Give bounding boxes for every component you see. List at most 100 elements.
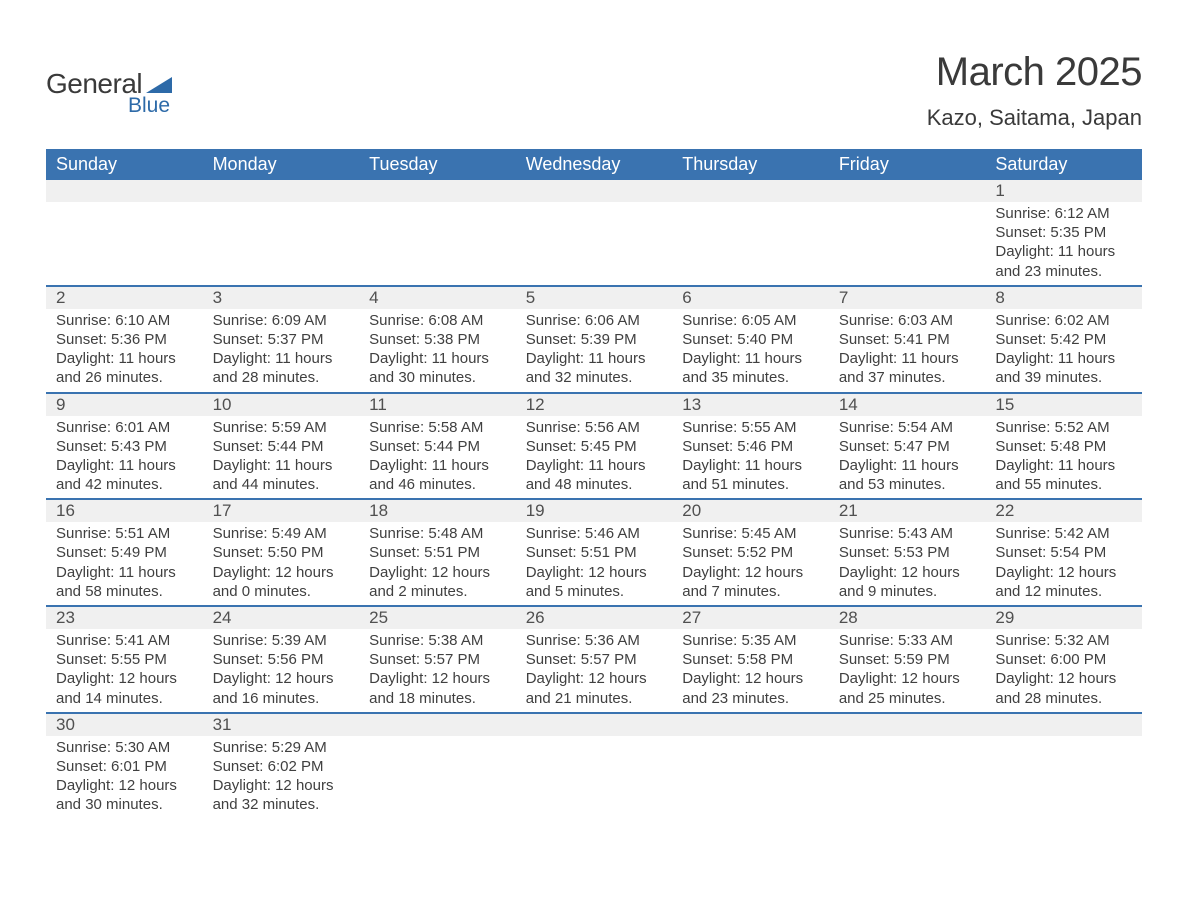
calendar-day-cell: 15Sunrise: 5:52 AMSunset: 5:48 PMDayligh… xyxy=(985,393,1142,500)
weekday-header-row: SundayMondayTuesdayWednesdayThursdayFrid… xyxy=(46,149,1142,180)
day-number: 7 xyxy=(829,287,986,309)
calendar-day-cell: 29Sunrise: 5:32 AMSunset: 6:00 PMDayligh… xyxy=(985,606,1142,713)
calendar-week-row: 9Sunrise: 6:01 AMSunset: 5:43 PMDaylight… xyxy=(46,393,1142,500)
day-number: 12 xyxy=(516,394,673,416)
calendar-week-row: 30Sunrise: 5:30 AMSunset: 6:01 PMDayligh… xyxy=(46,713,1142,819)
weekday-header: Sunday xyxy=(46,149,203,180)
day-number: 15 xyxy=(985,394,1142,416)
day-number: 27 xyxy=(672,607,829,629)
day-number: 5 xyxy=(516,287,673,309)
day-details: Sunrise: 5:38 AMSunset: 5:57 PMDaylight:… xyxy=(359,629,516,712)
calendar-day-cell: 24Sunrise: 5:39 AMSunset: 5:56 PMDayligh… xyxy=(203,606,360,713)
day-number: 19 xyxy=(516,500,673,522)
day-number xyxy=(672,180,829,202)
calendar-day-cell: 22Sunrise: 5:42 AMSunset: 5:54 PMDayligh… xyxy=(985,499,1142,606)
day-number xyxy=(672,714,829,736)
calendar-day-cell: 30Sunrise: 5:30 AMSunset: 6:01 PMDayligh… xyxy=(46,713,203,819)
calendar-day-cell: 26Sunrise: 5:36 AMSunset: 5:57 PMDayligh… xyxy=(516,606,673,713)
day-details: Sunrise: 5:59 AMSunset: 5:44 PMDaylight:… xyxy=(203,416,360,499)
calendar-empty-cell xyxy=(985,713,1142,819)
calendar-week-row: 16Sunrise: 5:51 AMSunset: 5:49 PMDayligh… xyxy=(46,499,1142,606)
day-details: Sunrise: 5:52 AMSunset: 5:48 PMDaylight:… xyxy=(985,416,1142,499)
calendar-empty-cell xyxy=(672,713,829,819)
calendar-body: 1Sunrise: 6:12 AMSunset: 5:35 PMDaylight… xyxy=(46,180,1142,819)
day-details: Sunrise: 6:03 AMSunset: 5:41 PMDaylight:… xyxy=(829,309,986,392)
day-details: Sunrise: 6:09 AMSunset: 5:37 PMDaylight:… xyxy=(203,309,360,392)
page-title: March 2025 xyxy=(927,50,1142,95)
logo-shape-icon xyxy=(146,75,172,93)
day-number: 14 xyxy=(829,394,986,416)
calendar-day-cell: 3Sunrise: 6:09 AMSunset: 5:37 PMDaylight… xyxy=(203,286,360,393)
day-number: 18 xyxy=(359,500,516,522)
day-number: 10 xyxy=(203,394,360,416)
calendar-day-cell: 6Sunrise: 6:05 AMSunset: 5:40 PMDaylight… xyxy=(672,286,829,393)
weekday-header: Saturday xyxy=(985,149,1142,180)
calendar-empty-cell xyxy=(829,180,986,286)
weekday-header: Monday xyxy=(203,149,360,180)
day-details: Sunrise: 5:45 AMSunset: 5:52 PMDaylight:… xyxy=(672,522,829,605)
day-details: Sunrise: 5:33 AMSunset: 5:59 PMDaylight:… xyxy=(829,629,986,712)
calendar-day-cell: 28Sunrise: 5:33 AMSunset: 5:59 PMDayligh… xyxy=(829,606,986,713)
calendar-day-cell: 31Sunrise: 5:29 AMSunset: 6:02 PMDayligh… xyxy=(203,713,360,819)
calendar-week-row: 2Sunrise: 6:10 AMSunset: 5:36 PMDaylight… xyxy=(46,286,1142,393)
day-details: Sunrise: 6:06 AMSunset: 5:39 PMDaylight:… xyxy=(516,309,673,392)
calendar-day-cell: 18Sunrise: 5:48 AMSunset: 5:51 PMDayligh… xyxy=(359,499,516,606)
location-text: Kazo, Saitama, Japan xyxy=(927,105,1142,131)
calendar-day-cell: 1Sunrise: 6:12 AMSunset: 5:35 PMDaylight… xyxy=(985,180,1142,286)
day-details: Sunrise: 6:08 AMSunset: 5:38 PMDaylight:… xyxy=(359,309,516,392)
day-number xyxy=(985,714,1142,736)
calendar-empty-cell xyxy=(46,180,203,286)
day-number: 1 xyxy=(985,180,1142,202)
day-number: 11 xyxy=(359,394,516,416)
day-details: Sunrise: 5:46 AMSunset: 5:51 PMDaylight:… xyxy=(516,522,673,605)
weekday-header: Wednesday xyxy=(516,149,673,180)
calendar-day-cell: 12Sunrise: 5:56 AMSunset: 5:45 PMDayligh… xyxy=(516,393,673,500)
day-number: 16 xyxy=(46,500,203,522)
calendar-day-cell: 2Sunrise: 6:10 AMSunset: 5:36 PMDaylight… xyxy=(46,286,203,393)
day-details: Sunrise: 6:10 AMSunset: 5:36 PMDaylight:… xyxy=(46,309,203,392)
day-number: 24 xyxy=(203,607,360,629)
calendar-day-cell: 21Sunrise: 5:43 AMSunset: 5:53 PMDayligh… xyxy=(829,499,986,606)
header: General Blue March 2025 Kazo, Saitama, J… xyxy=(46,50,1142,131)
day-number: 22 xyxy=(985,500,1142,522)
calendar-day-cell: 11Sunrise: 5:58 AMSunset: 5:44 PMDayligh… xyxy=(359,393,516,500)
calendar-day-cell: 17Sunrise: 5:49 AMSunset: 5:50 PMDayligh… xyxy=(203,499,360,606)
calendar-day-cell: 20Sunrise: 5:45 AMSunset: 5:52 PMDayligh… xyxy=(672,499,829,606)
day-number: 2 xyxy=(46,287,203,309)
day-details: Sunrise: 5:35 AMSunset: 5:58 PMDaylight:… xyxy=(672,629,829,712)
calendar-day-cell: 23Sunrise: 5:41 AMSunset: 5:55 PMDayligh… xyxy=(46,606,203,713)
calendar-empty-cell xyxy=(672,180,829,286)
day-number: 3 xyxy=(203,287,360,309)
day-details: Sunrise: 5:29 AMSunset: 6:02 PMDaylight:… xyxy=(203,736,360,819)
weekday-header: Tuesday xyxy=(359,149,516,180)
day-details: Sunrise: 5:55 AMSunset: 5:46 PMDaylight:… xyxy=(672,416,829,499)
logo: General Blue xyxy=(46,68,172,118)
day-number: 28 xyxy=(829,607,986,629)
calendar-day-cell: 4Sunrise: 6:08 AMSunset: 5:38 PMDaylight… xyxy=(359,286,516,393)
calendar-day-cell: 7Sunrise: 6:03 AMSunset: 5:41 PMDaylight… xyxy=(829,286,986,393)
calendar-week-row: 23Sunrise: 5:41 AMSunset: 5:55 PMDayligh… xyxy=(46,606,1142,713)
day-details: Sunrise: 5:43 AMSunset: 5:53 PMDaylight:… xyxy=(829,522,986,605)
day-number: 30 xyxy=(46,714,203,736)
calendar-day-cell: 25Sunrise: 5:38 AMSunset: 5:57 PMDayligh… xyxy=(359,606,516,713)
calendar-day-cell: 10Sunrise: 5:59 AMSunset: 5:44 PMDayligh… xyxy=(203,393,360,500)
day-details: Sunrise: 5:41 AMSunset: 5:55 PMDaylight:… xyxy=(46,629,203,712)
day-details: Sunrise: 5:56 AMSunset: 5:45 PMDaylight:… xyxy=(516,416,673,499)
day-details: Sunrise: 5:58 AMSunset: 5:44 PMDaylight:… xyxy=(359,416,516,499)
day-number: 25 xyxy=(359,607,516,629)
day-number: 13 xyxy=(672,394,829,416)
day-number: 6 xyxy=(672,287,829,309)
day-details: Sunrise: 5:54 AMSunset: 5:47 PMDaylight:… xyxy=(829,416,986,499)
day-number: 8 xyxy=(985,287,1142,309)
calendar-day-cell: 16Sunrise: 5:51 AMSunset: 5:49 PMDayligh… xyxy=(46,499,203,606)
day-number: 20 xyxy=(672,500,829,522)
day-number xyxy=(516,714,673,736)
day-number: 21 xyxy=(829,500,986,522)
calendar-day-cell: 8Sunrise: 6:02 AMSunset: 5:42 PMDaylight… xyxy=(985,286,1142,393)
calendar-empty-cell xyxy=(203,180,360,286)
day-details: Sunrise: 5:39 AMSunset: 5:56 PMDaylight:… xyxy=(203,629,360,712)
title-block: March 2025 Kazo, Saitama, Japan xyxy=(927,50,1142,131)
day-number: 17 xyxy=(203,500,360,522)
day-details: Sunrise: 5:30 AMSunset: 6:01 PMDaylight:… xyxy=(46,736,203,819)
weekday-header: Thursday xyxy=(672,149,829,180)
